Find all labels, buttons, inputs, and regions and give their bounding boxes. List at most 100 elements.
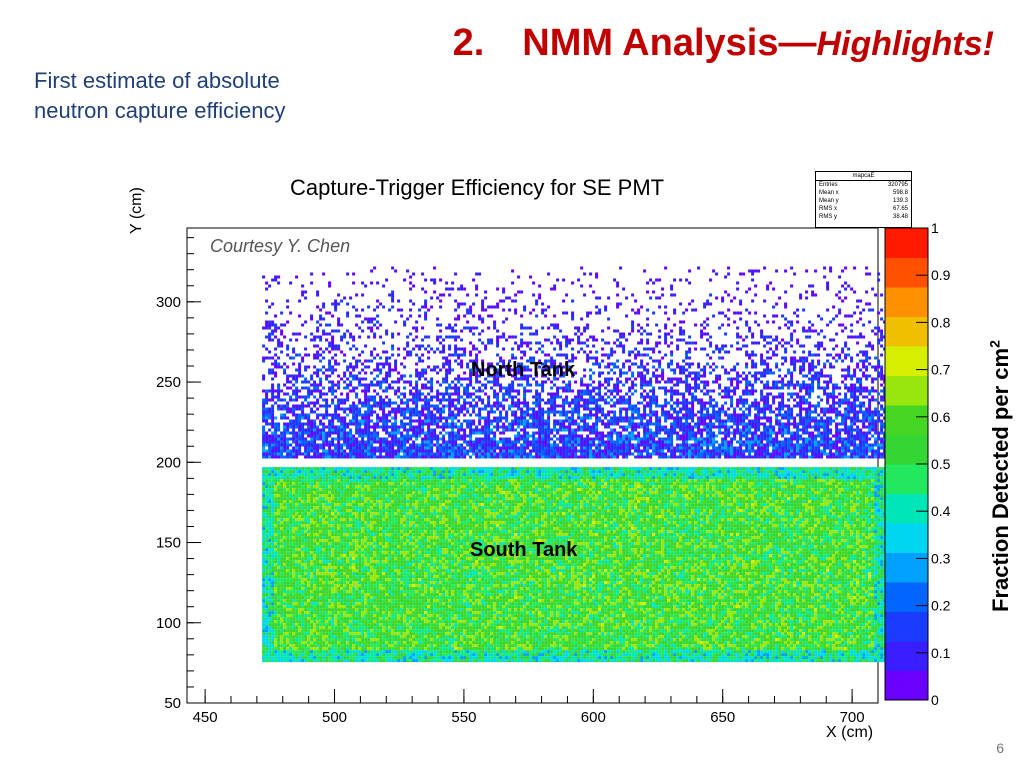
- heatmap-cell-north: [580, 348, 583, 351]
- heatmap-cell-north: [796, 393, 799, 396]
- heatmap-cell-north: [865, 378, 868, 381]
- heatmap-cell-north: [715, 378, 718, 381]
- heatmap-cell-north: [820, 423, 823, 426]
- heatmap-cell-north: [640, 438, 643, 441]
- heatmap-cell-north: [775, 432, 778, 435]
- heatmap-cell-north: [331, 399, 334, 402]
- heatmap-cell-north: [790, 336, 793, 339]
- heatmap-cell-north: [859, 438, 862, 441]
- heatmap-cell-north: [730, 300, 733, 303]
- heatmap-cell-north: [454, 408, 457, 411]
- heatmap-cell-north: [379, 357, 382, 360]
- heatmap-cell-north: [607, 354, 610, 357]
- heatmap-cell-north: [880, 369, 883, 372]
- heatmap-cell-north: [688, 384, 691, 387]
- heatmap-cell-north: [544, 411, 547, 414]
- heatmap-cell-north: [658, 330, 661, 333]
- heatmap-cell-north: [592, 414, 595, 417]
- heatmap-cell-north: [598, 396, 601, 399]
- heatmap-cell-north: [793, 384, 796, 387]
- heatmap-cell-north: [625, 339, 628, 342]
- heatmap-cell-north: [619, 381, 622, 384]
- heatmap-cell-north: [370, 432, 373, 435]
- heatmap-cell-north: [691, 429, 694, 432]
- heatmap-cell-north: [427, 420, 430, 423]
- heatmap-cell-north: [433, 405, 436, 408]
- heatmap-cell-north: [448, 396, 451, 399]
- heatmap-cell-north: [280, 408, 283, 411]
- heatmap-cell-north: [847, 417, 850, 420]
- heatmap-cell-north: [265, 396, 268, 399]
- heatmap-cell-north: [880, 294, 883, 297]
- heatmap-cell-north: [685, 309, 688, 312]
- heatmap-cell-north: [394, 414, 397, 417]
- heatmap-cell-north: [757, 342, 760, 345]
- heatmap-cell-north: [811, 381, 814, 384]
- heatmap-cell-north: [688, 432, 691, 435]
- heatmap-cell-north: [289, 381, 292, 384]
- heatmap-cell-north: [493, 438, 496, 441]
- heatmap-cell-north: [856, 336, 859, 339]
- heatmap-cell-north: [466, 321, 469, 324]
- heatmap-cell-north: [283, 336, 286, 339]
- heatmap-cell-north: [391, 348, 394, 351]
- heatmap-cell-north: [373, 318, 376, 321]
- heatmap-cell-north: [802, 381, 805, 384]
- heatmap-cell-north: [790, 285, 793, 288]
- heatmap-cell-north: [874, 378, 877, 381]
- heatmap-cell-north: [574, 429, 577, 432]
- heatmap-cell-north: [766, 426, 769, 429]
- heatmap-cell-north: [472, 405, 475, 408]
- heatmap-cell-north: [787, 405, 790, 408]
- heatmap-cell-north: [880, 429, 883, 432]
- heatmap-cell-north: [274, 402, 277, 405]
- heatmap-cell-north: [823, 366, 826, 369]
- heatmap-cell-north: [316, 294, 319, 297]
- heatmap-cell-north: [694, 342, 697, 345]
- heatmap-cell-north: [409, 354, 412, 357]
- heatmap-cell-north: [673, 294, 676, 297]
- heatmap-cell-north: [316, 414, 319, 417]
- heatmap-cell-north: [634, 390, 637, 393]
- heatmap-cell-north: [406, 438, 409, 441]
- heatmap-cell-north: [322, 357, 325, 360]
- heatmap-cell-north: [379, 384, 382, 387]
- heatmap-cell-north: [448, 345, 451, 348]
- heatmap-cell-north: [376, 420, 379, 423]
- heatmap-cell-north: [292, 420, 295, 423]
- heatmap-cell-north: [556, 387, 559, 390]
- heatmap-cell-north: [646, 423, 649, 426]
- heatmap-cell-north: [868, 342, 871, 345]
- heatmap-cell-north: [826, 393, 829, 396]
- heatmap-cell-north: [610, 423, 613, 426]
- heatmap-cell-north: [547, 393, 550, 396]
- heatmap-cell-north: [466, 378, 469, 381]
- heatmap-cell-north: [751, 360, 754, 363]
- heatmap-cell-north: [793, 399, 796, 402]
- heatmap-cell-north: [439, 294, 442, 297]
- heatmap-cell-north: [508, 393, 511, 396]
- heatmap-cell-north: [667, 441, 670, 444]
- heatmap-cell-north: [763, 405, 766, 408]
- heatmap-cell-north: [667, 411, 670, 414]
- heatmap-cell-north: [595, 405, 598, 408]
- heatmap-cell-north: [517, 423, 520, 426]
- heatmap-cell-north: [316, 444, 319, 447]
- heatmap-cell-north: [379, 303, 382, 306]
- heatmap-cell-north: [325, 438, 328, 441]
- heatmap-cell-north: [793, 435, 796, 438]
- heatmap-cell-north: [376, 327, 379, 330]
- heatmap-cell-north: [847, 402, 850, 405]
- heatmap-cell-north: [745, 363, 748, 366]
- heatmap-cell-north: [688, 393, 691, 396]
- heatmap-cell-north: [760, 432, 763, 435]
- heatmap-cell-north: [262, 432, 265, 435]
- heatmap-cell-north: [295, 333, 298, 336]
- heatmap-cell-north: [421, 387, 424, 390]
- heatmap-cell-north: [853, 375, 856, 378]
- heatmap-cell-north: [622, 444, 625, 447]
- heatmap-cell-north: [607, 327, 610, 330]
- heatmap-cell-north: [697, 441, 700, 444]
- heatmap-cell-north: [445, 288, 448, 291]
- heatmap-cell-north: [280, 399, 283, 402]
